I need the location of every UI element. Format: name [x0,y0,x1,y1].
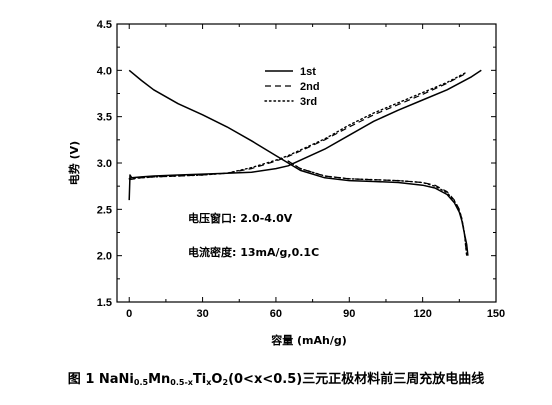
y-tick-label: 3.5 [97,112,112,124]
x-tick-label: 120 [413,308,431,320]
caption-suffix: (0<x<0.5)三元正极材料前三周充放电曲线 [228,372,485,387]
y-tick-label: 2.0 [97,251,112,263]
caption-sub-ti: x [206,378,212,387]
x-tick-label: 30 [196,308,208,320]
x-tick-label: 150 [487,308,505,320]
caption-prefix: 图 1 NaNi [67,372,134,387]
annotation-voltage-window: 电压窗口: 2.0-4.0V [188,211,293,225]
x-tick-label: 60 [270,308,282,320]
series-2nd-charge-line [129,72,467,181]
y-tick-label: 4.0 [97,65,112,77]
y-tick-label: 3.0 [97,158,112,170]
y-tick-label: 2.5 [97,204,112,216]
figure-caption: 图 1 NaNi0.5Mn0.5-xTixO2(0<x<0.5)三元正极材料前三… [0,368,552,387]
x-tick-label: 90 [343,308,355,320]
series-1st-discharge-line [128,69,469,256]
legend: 1st 2nd 3rd [264,66,320,108]
y-tick-label: 1.5 [97,297,112,309]
caption-sub-o: 2 [222,378,229,387]
caption-mn: Mn [148,372,171,387]
charge-discharge-chart: 0 30 60 90 120 150 1.5 2.0 2.5 3.0 3.5 4.0 4.5 1st 2n… [67,19,505,347]
series-layer [128,69,482,257]
series-1st-charge-line [128,69,482,201]
x-tick-label: 0 [126,308,132,320]
caption-sub-mn: 0.5-x [170,378,193,387]
legend-label-3rd: 3rd [300,96,317,108]
plot-axes: 0 30 60 90 120 150 1.5 2.0 2.5 3.0 3.5 4.0 4.5 [97,19,505,320]
y-tick-label: 4.5 [97,19,112,31]
x-axis-title: 容量 (mAh/g) [270,333,347,347]
caption-ti: Ti [192,372,207,387]
caption-o: O [211,372,223,387]
y-axis-title: 电势 (V) [67,141,81,185]
legend-label-2nd: 2nd [300,81,320,93]
legend-label-1st: 1st [300,66,316,78]
series-3rd-charge-line [128,71,468,180]
caption-sub-ni: 0.5 [133,378,149,387]
annotation-current-density: 电流密度: 13mA/g,0.1C [188,245,319,259]
